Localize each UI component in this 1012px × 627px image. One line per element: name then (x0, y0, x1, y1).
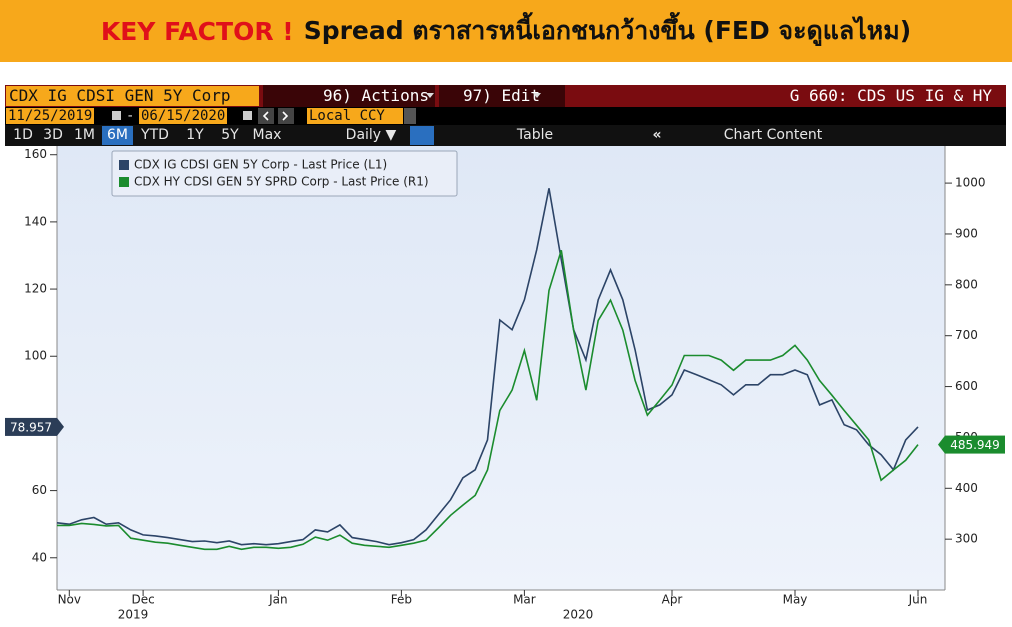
period-button[interactable]: 5Y (221, 127, 239, 143)
security-field[interactable]: CDX IG CDSI GEN 5Y Corp (6, 86, 259, 106)
security-bar: CDX IG CDSI GEN 5Y Corp 96) Actions 97) … (5, 85, 1006, 107)
x-tick-label: Jan (268, 593, 288, 607)
x-tick-label: Dec (131, 593, 154, 607)
x-tick-label: Nov (58, 593, 81, 607)
legend-label: CDX IG CDSI GEN 5Y Corp - Last Price (L1… (134, 158, 387, 172)
currency[interactable]: Local CCY (307, 108, 403, 124)
function-name: G 660: CDS US IG & HY (789, 86, 992, 105)
y2-tick-label: 400 (955, 481, 978, 495)
y2-tick-label: 300 (955, 532, 978, 546)
period-button[interactable]: Max (252, 127, 282, 143)
x-tick-label: Mar (513, 593, 536, 607)
legend-swatch (119, 160, 129, 170)
y-tick-label: 120 (24, 282, 47, 296)
period-button[interactable]: 1M (74, 127, 95, 143)
x-tick-label: Jun (908, 593, 928, 607)
toolbar: 1D 3D 1M 6M YTD 1Y 5Y Max Daily ▼ Table « Chart… (5, 125, 1006, 146)
last-value-flag (5, 417, 57, 436)
period-button[interactable]: 3D (43, 127, 63, 143)
legend-box (111, 150, 458, 197)
y2-tick-label: 700 (955, 328, 978, 342)
period-button[interactable]: YTD (141, 127, 169, 143)
date-bar: 11/25/2019 - 06/15/2020 Local CCY (5, 107, 1006, 125)
series-line (57, 249, 919, 551)
period-button[interactable]: 1D (13, 127, 33, 143)
collapse[interactable]: « (652, 127, 662, 143)
legend-label: CDX HY CDSI GEN 5Y SPRD Corp - Last Pric… (134, 175, 429, 189)
flag-pointer (57, 417, 64, 436)
last-value-label: 78.957 (10, 420, 52, 434)
banner-title: Spread ตราสารหนี้เอกชนกว้างขึ้น (FED จะด… (303, 16, 912, 45)
series-line (56, 188, 919, 546)
y2-tick-label: 900 (955, 226, 978, 240)
period-button[interactable]: 1Y (186, 127, 204, 143)
edit-menu[interactable]: 97) Edit (463, 86, 541, 105)
last-value-flag (945, 435, 1005, 454)
x-tick-label: Apr (662, 593, 683, 607)
y2-tick-label: 1000 (955, 176, 986, 190)
banner: KEY FACTOR ! Spread ตราสารหนี้เอกชนกว้าง… (0, 0, 1012, 62)
legend-swatch (119, 177, 129, 187)
y-tick-label: 140 (24, 214, 47, 228)
plot-area (57, 146, 945, 590)
year-label: 2020 (563, 608, 594, 622)
x-tick-label: May (783, 593, 808, 607)
start-date[interactable]: 11/25/2019 (6, 108, 95, 124)
last-value-label: 485.949 (950, 438, 1000, 452)
date-dash: - (126, 108, 135, 124)
line-style[interactable] (410, 126, 434, 145)
actions-menu[interactable]: 96) Actions (323, 86, 429, 105)
y-tick-label: 100 (24, 349, 47, 363)
end-date[interactable]: 06/15/2020 (139, 108, 228, 124)
chart-content[interactable]: Chart Content (723, 127, 823, 143)
year-label: 2019 (118, 608, 149, 622)
period-button[interactable]: 6M (102, 126, 133, 145)
flag-pointer (938, 435, 945, 454)
frequency[interactable]: Daily ▼ (345, 127, 397, 143)
y-tick-label: 60 (32, 483, 47, 497)
y-tick-label: 160 (24, 147, 47, 161)
key-factor: KEY FACTOR ! (100, 16, 294, 46)
y-tick-label: 40 (32, 550, 47, 564)
chart: 4060100120140160300400500600700800900100… (5, 146, 1012, 627)
table-button[interactable]: Table (516, 127, 554, 143)
y2-tick-label: 600 (955, 379, 978, 393)
x-tick-label: Feb (391, 593, 412, 607)
y2-tick-label: 800 (955, 277, 978, 291)
